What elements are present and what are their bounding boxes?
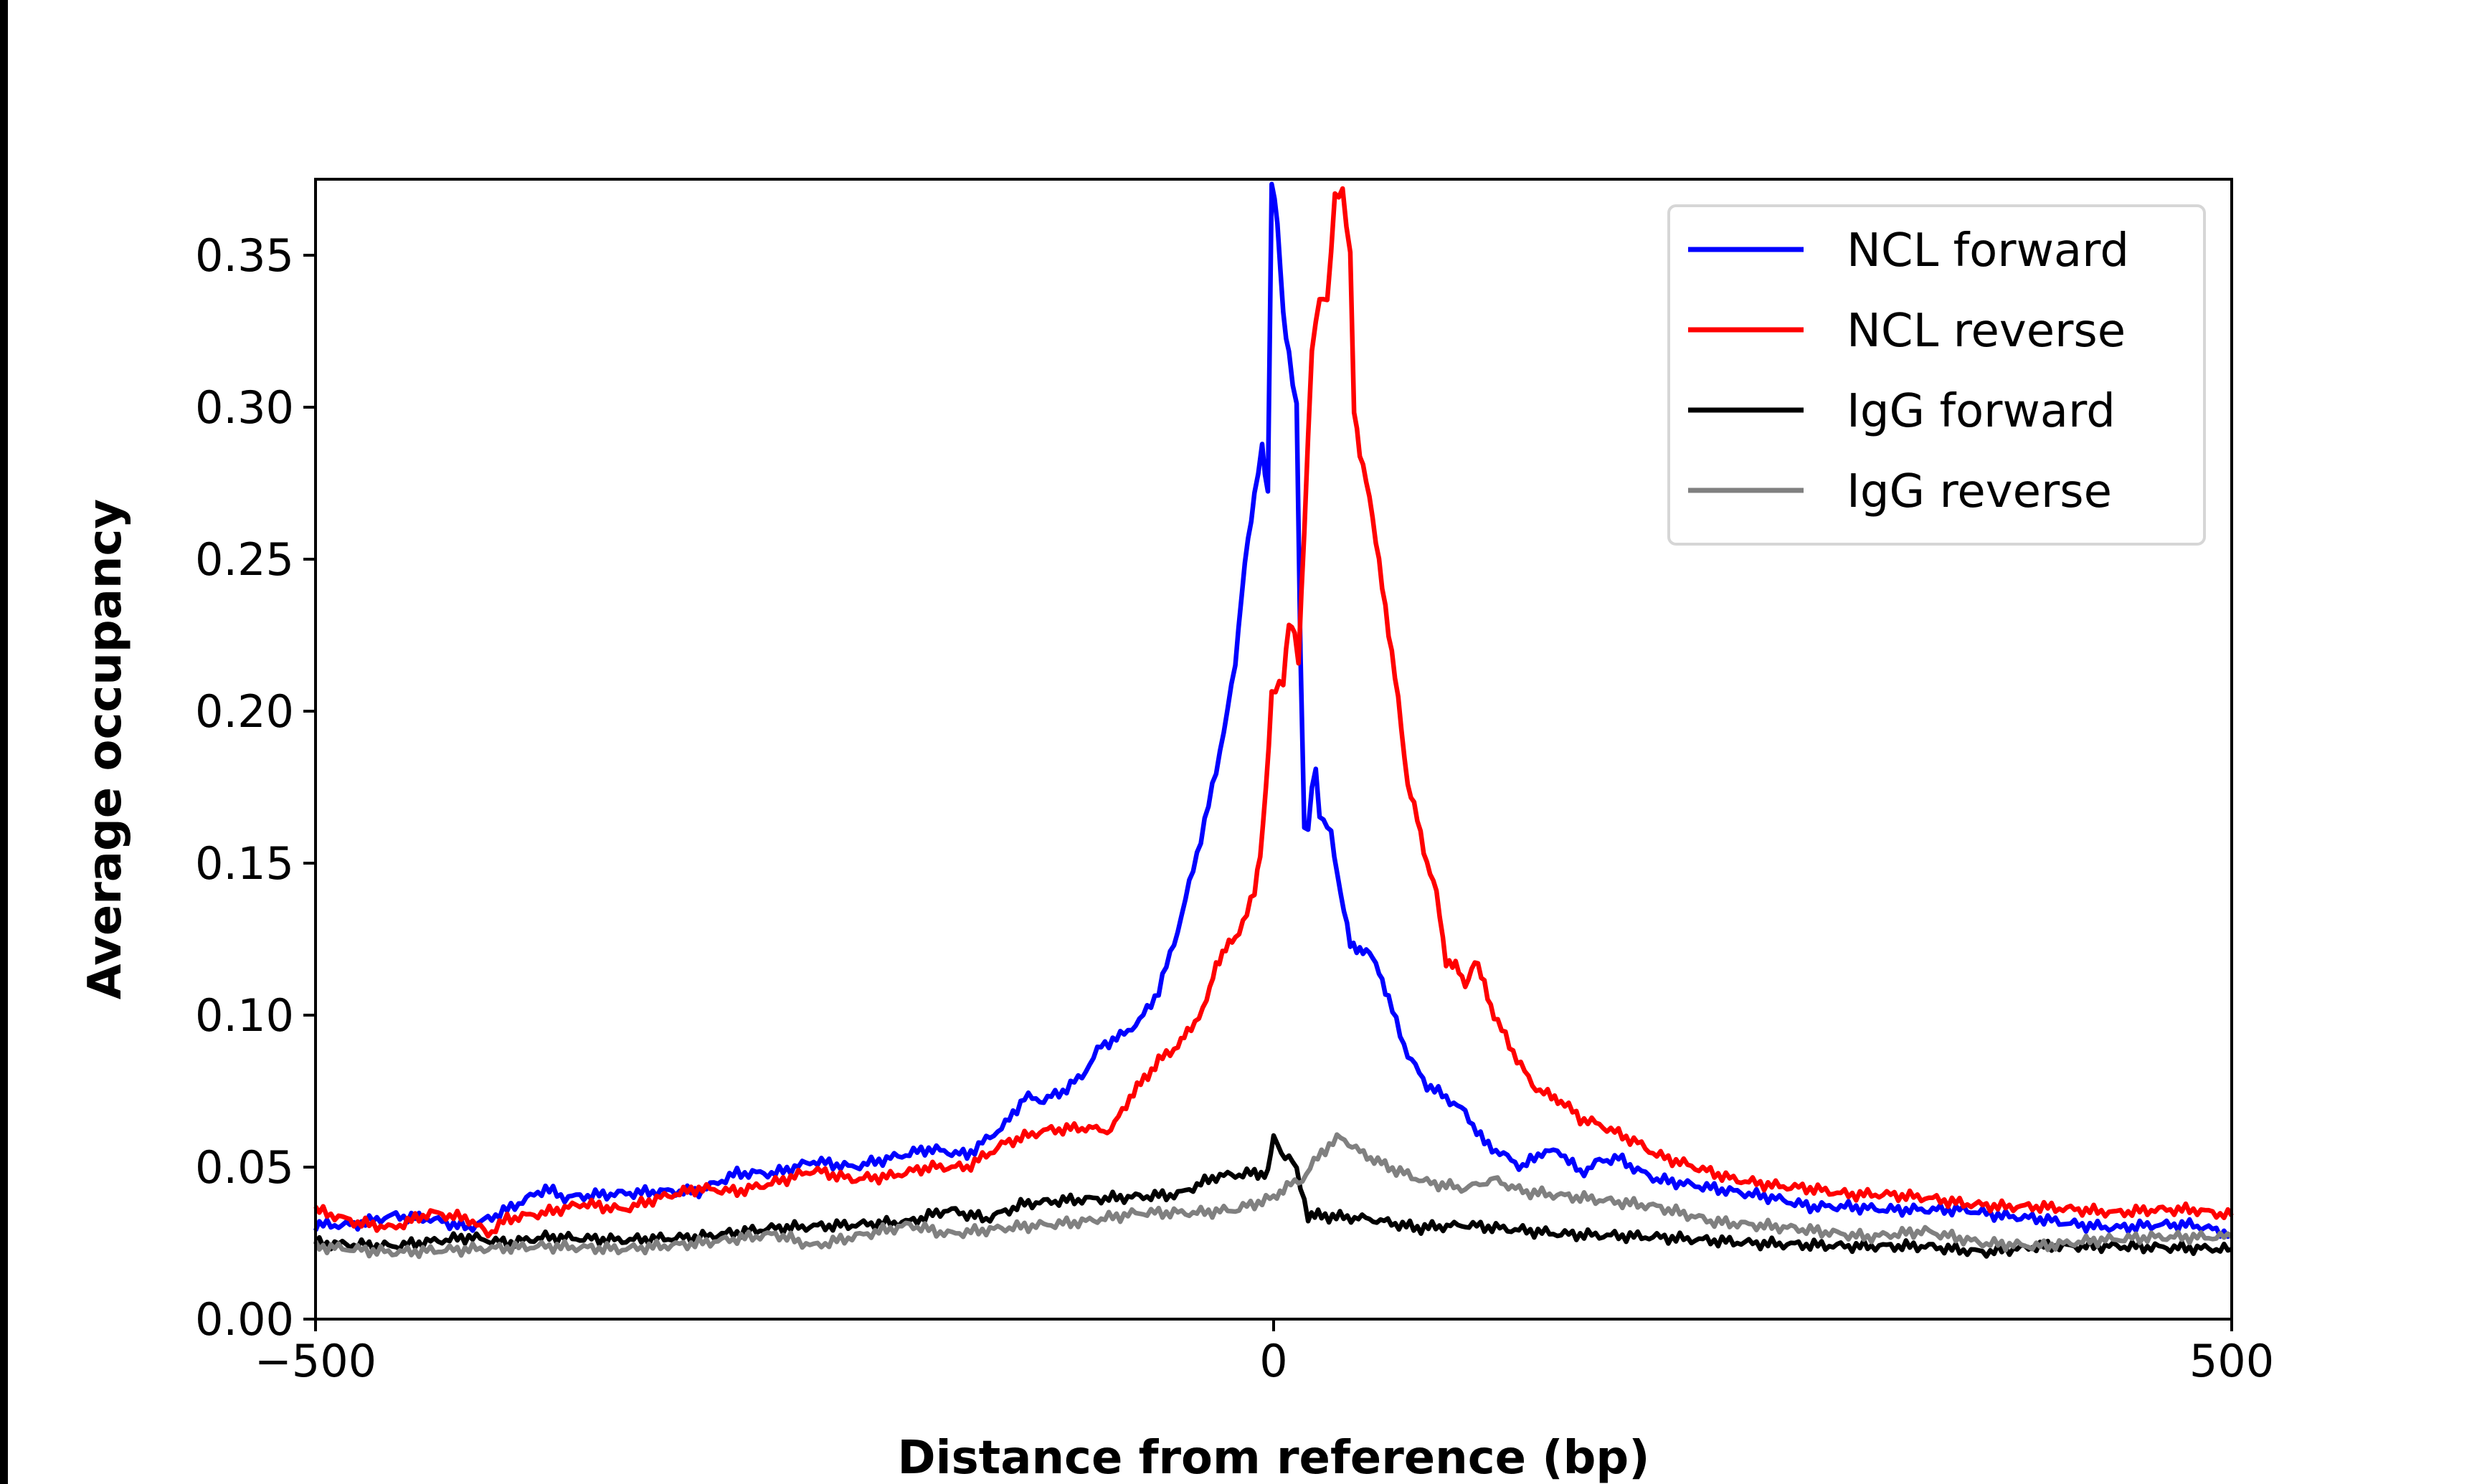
y-tick-label: 0.05 — [195, 1141, 294, 1194]
legend-label: IgG reverse — [1847, 465, 2112, 518]
x-axis-label: Distance from reference (bp) — [898, 1432, 1650, 1484]
x-tick-label: −500 — [255, 1335, 376, 1387]
y-tick-label: 0.35 — [195, 229, 294, 282]
x-tick-label: 500 — [2189, 1335, 2274, 1387]
y-tick-label: 0.00 — [195, 1293, 294, 1346]
x-tick-label: 0 — [1259, 1335, 1287, 1387]
y-tick-label: 0.20 — [195, 685, 294, 738]
series-line-igg-reverse — [313, 1132, 2234, 1260]
series-line-ncl-reverse — [313, 186, 2234, 1239]
y-tick-label: 0.15 — [195, 837, 294, 890]
y-tick-label: 0.30 — [195, 381, 294, 434]
legend-label: IgG forward — [1847, 385, 2116, 438]
series-line-igg-forward — [313, 1133, 2232, 1259]
legend: NCL forward NCL reverse IgG forward IgG rev… — [1667, 204, 2206, 546]
legend-label: NCL reverse — [1847, 305, 2126, 358]
legend-label: NCL forward — [1847, 224, 2129, 277]
y-axis-label: Average occupancy — [79, 499, 132, 999]
series-line-ncl-forward — [313, 181, 2233, 1240]
y-tick-label: 0.25 — [195, 533, 294, 586]
legend-box — [1667, 204, 2206, 546]
axis-ticks: −500 0 500 0.00 0.05 0.10 0.15 0.20 0.25 0.30 0.35 — [195, 229, 2274, 1387]
y-tick-label: 0.10 — [195, 989, 294, 1042]
series-lines — [313, 181, 2234, 1260]
left-border — [0, 0, 8, 1484]
